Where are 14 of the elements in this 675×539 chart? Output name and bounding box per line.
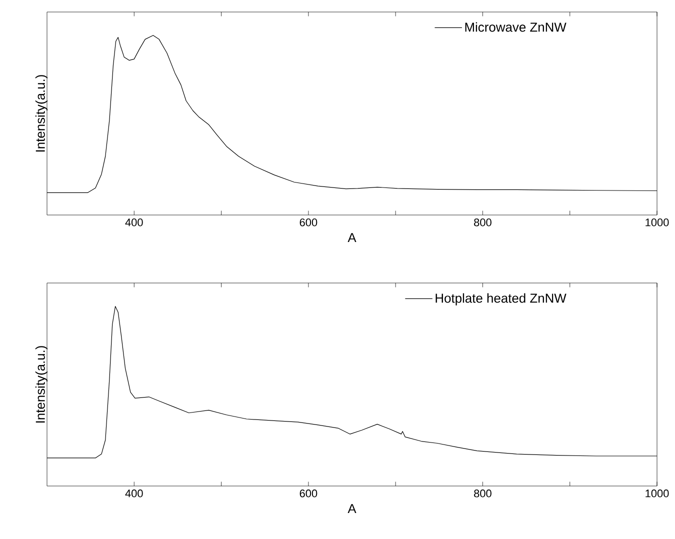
- x-tick-label: 600: [300, 490, 318, 498]
- y-axis-title: Intensity(a.u.): [35, 346, 48, 423]
- y-axis-title: Intensity(a.u.): [35, 75, 48, 152]
- x-tick-label: 800: [474, 218, 492, 226]
- x-axis-title: A: [348, 233, 356, 242]
- x-tick-label: 400: [125, 218, 143, 226]
- x-tick-label: 800: [474, 490, 492, 498]
- x-tick-label: 1000: [646, 218, 669, 226]
- x-tick-label: 600: [300, 218, 318, 226]
- x-tick-label: 1000: [646, 490, 669, 498]
- legend-label: Hotplate heated ZnNW: [436, 293, 566, 306]
- x-axis-title: A: [348, 504, 356, 514]
- x-tick-label: 400: [125, 490, 143, 498]
- legend-label: Microwave ZnNW: [465, 22, 566, 32]
